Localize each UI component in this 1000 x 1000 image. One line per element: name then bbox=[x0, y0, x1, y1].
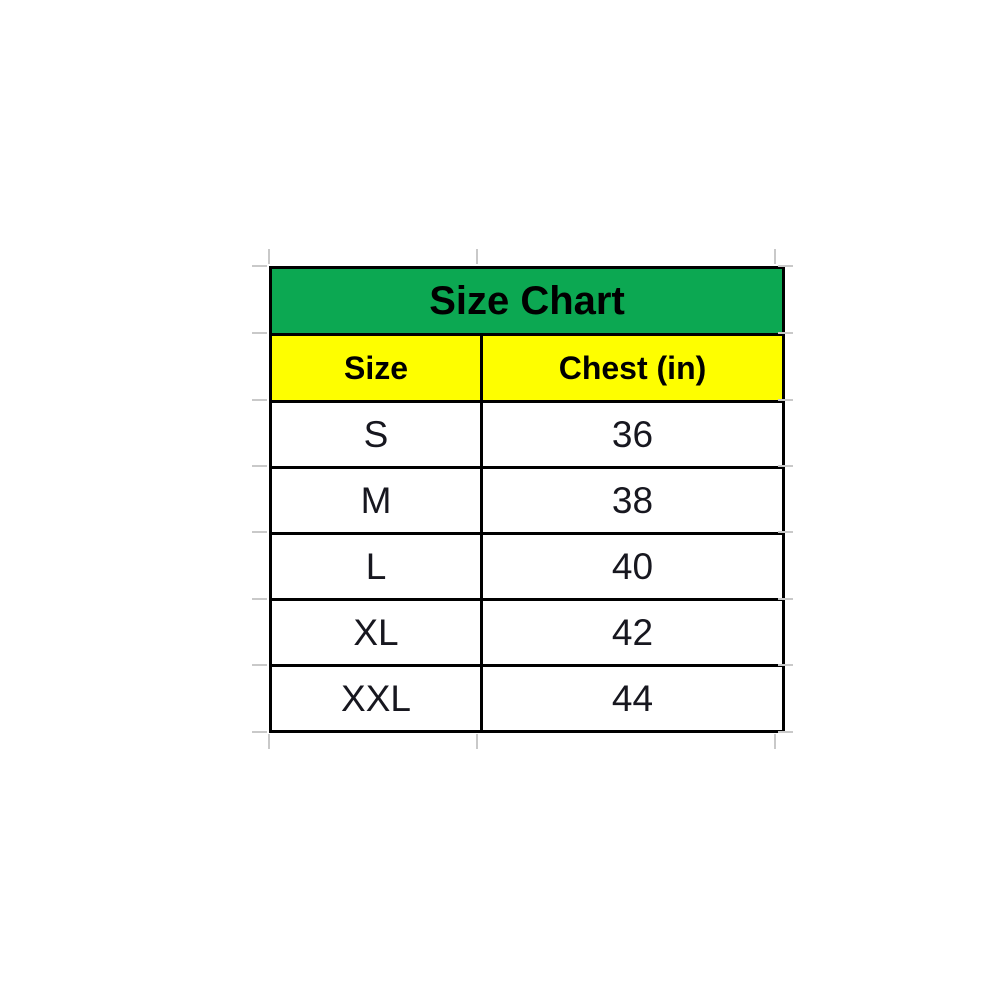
gridline-stub bbox=[774, 734, 776, 749]
chest-cell: 42 bbox=[480, 598, 785, 667]
size-cell: S bbox=[269, 400, 483, 469]
gridline-stub bbox=[252, 332, 267, 334]
table-body: S 36 M 38 L 40 XL 42 XXL 44 bbox=[269, 400, 785, 733]
gridline-stub bbox=[778, 465, 793, 467]
size-cell: XXL bbox=[269, 664, 483, 733]
gridline-stub bbox=[778, 664, 793, 666]
gridline-stub bbox=[778, 531, 793, 533]
chest-cell: 40 bbox=[480, 532, 785, 601]
size-cell: L bbox=[269, 532, 483, 601]
gridline-stub bbox=[268, 249, 270, 264]
column-header-chest: Chest (in) bbox=[480, 333, 785, 403]
gridline-stub bbox=[252, 531, 267, 533]
gridline-stub bbox=[252, 664, 267, 666]
size-chart-table: Size Chart Size Chest (in) S 36 M 38 L 40 XL 42… bbox=[269, 266, 785, 733]
size-cell: M bbox=[269, 466, 483, 535]
table-row: L 40 bbox=[269, 532, 785, 601]
gridline-stub bbox=[252, 399, 267, 401]
gridline-stub bbox=[778, 332, 793, 334]
gridline-stub bbox=[268, 734, 270, 749]
gridline-stub bbox=[778, 598, 793, 600]
table-row: XXL 44 bbox=[269, 664, 785, 733]
table-title-row: Size Chart bbox=[269, 266, 785, 336]
gridline-stub bbox=[774, 249, 776, 264]
gridline-stub bbox=[252, 598, 267, 600]
gridline-stub bbox=[252, 731, 267, 733]
chest-cell: 44 bbox=[480, 664, 785, 733]
chest-cell: 36 bbox=[480, 400, 785, 469]
gridline-stub bbox=[778, 731, 793, 733]
column-header-size: Size bbox=[269, 333, 483, 403]
gridline-stub bbox=[476, 734, 478, 749]
chest-cell: 38 bbox=[480, 466, 785, 535]
table-row: S 36 bbox=[269, 400, 785, 469]
table-row: M 38 bbox=[269, 466, 785, 535]
gridline-stub bbox=[778, 399, 793, 401]
gridline-stub bbox=[778, 265, 793, 267]
table-header-row: Size Chest (in) bbox=[269, 333, 785, 403]
gridline-stub bbox=[476, 249, 478, 264]
gridline-stub bbox=[252, 265, 267, 267]
size-cell: XL bbox=[269, 598, 483, 667]
table-row: XL 42 bbox=[269, 598, 785, 667]
table-title: Size Chart bbox=[269, 266, 785, 336]
gridline-stub bbox=[252, 465, 267, 467]
